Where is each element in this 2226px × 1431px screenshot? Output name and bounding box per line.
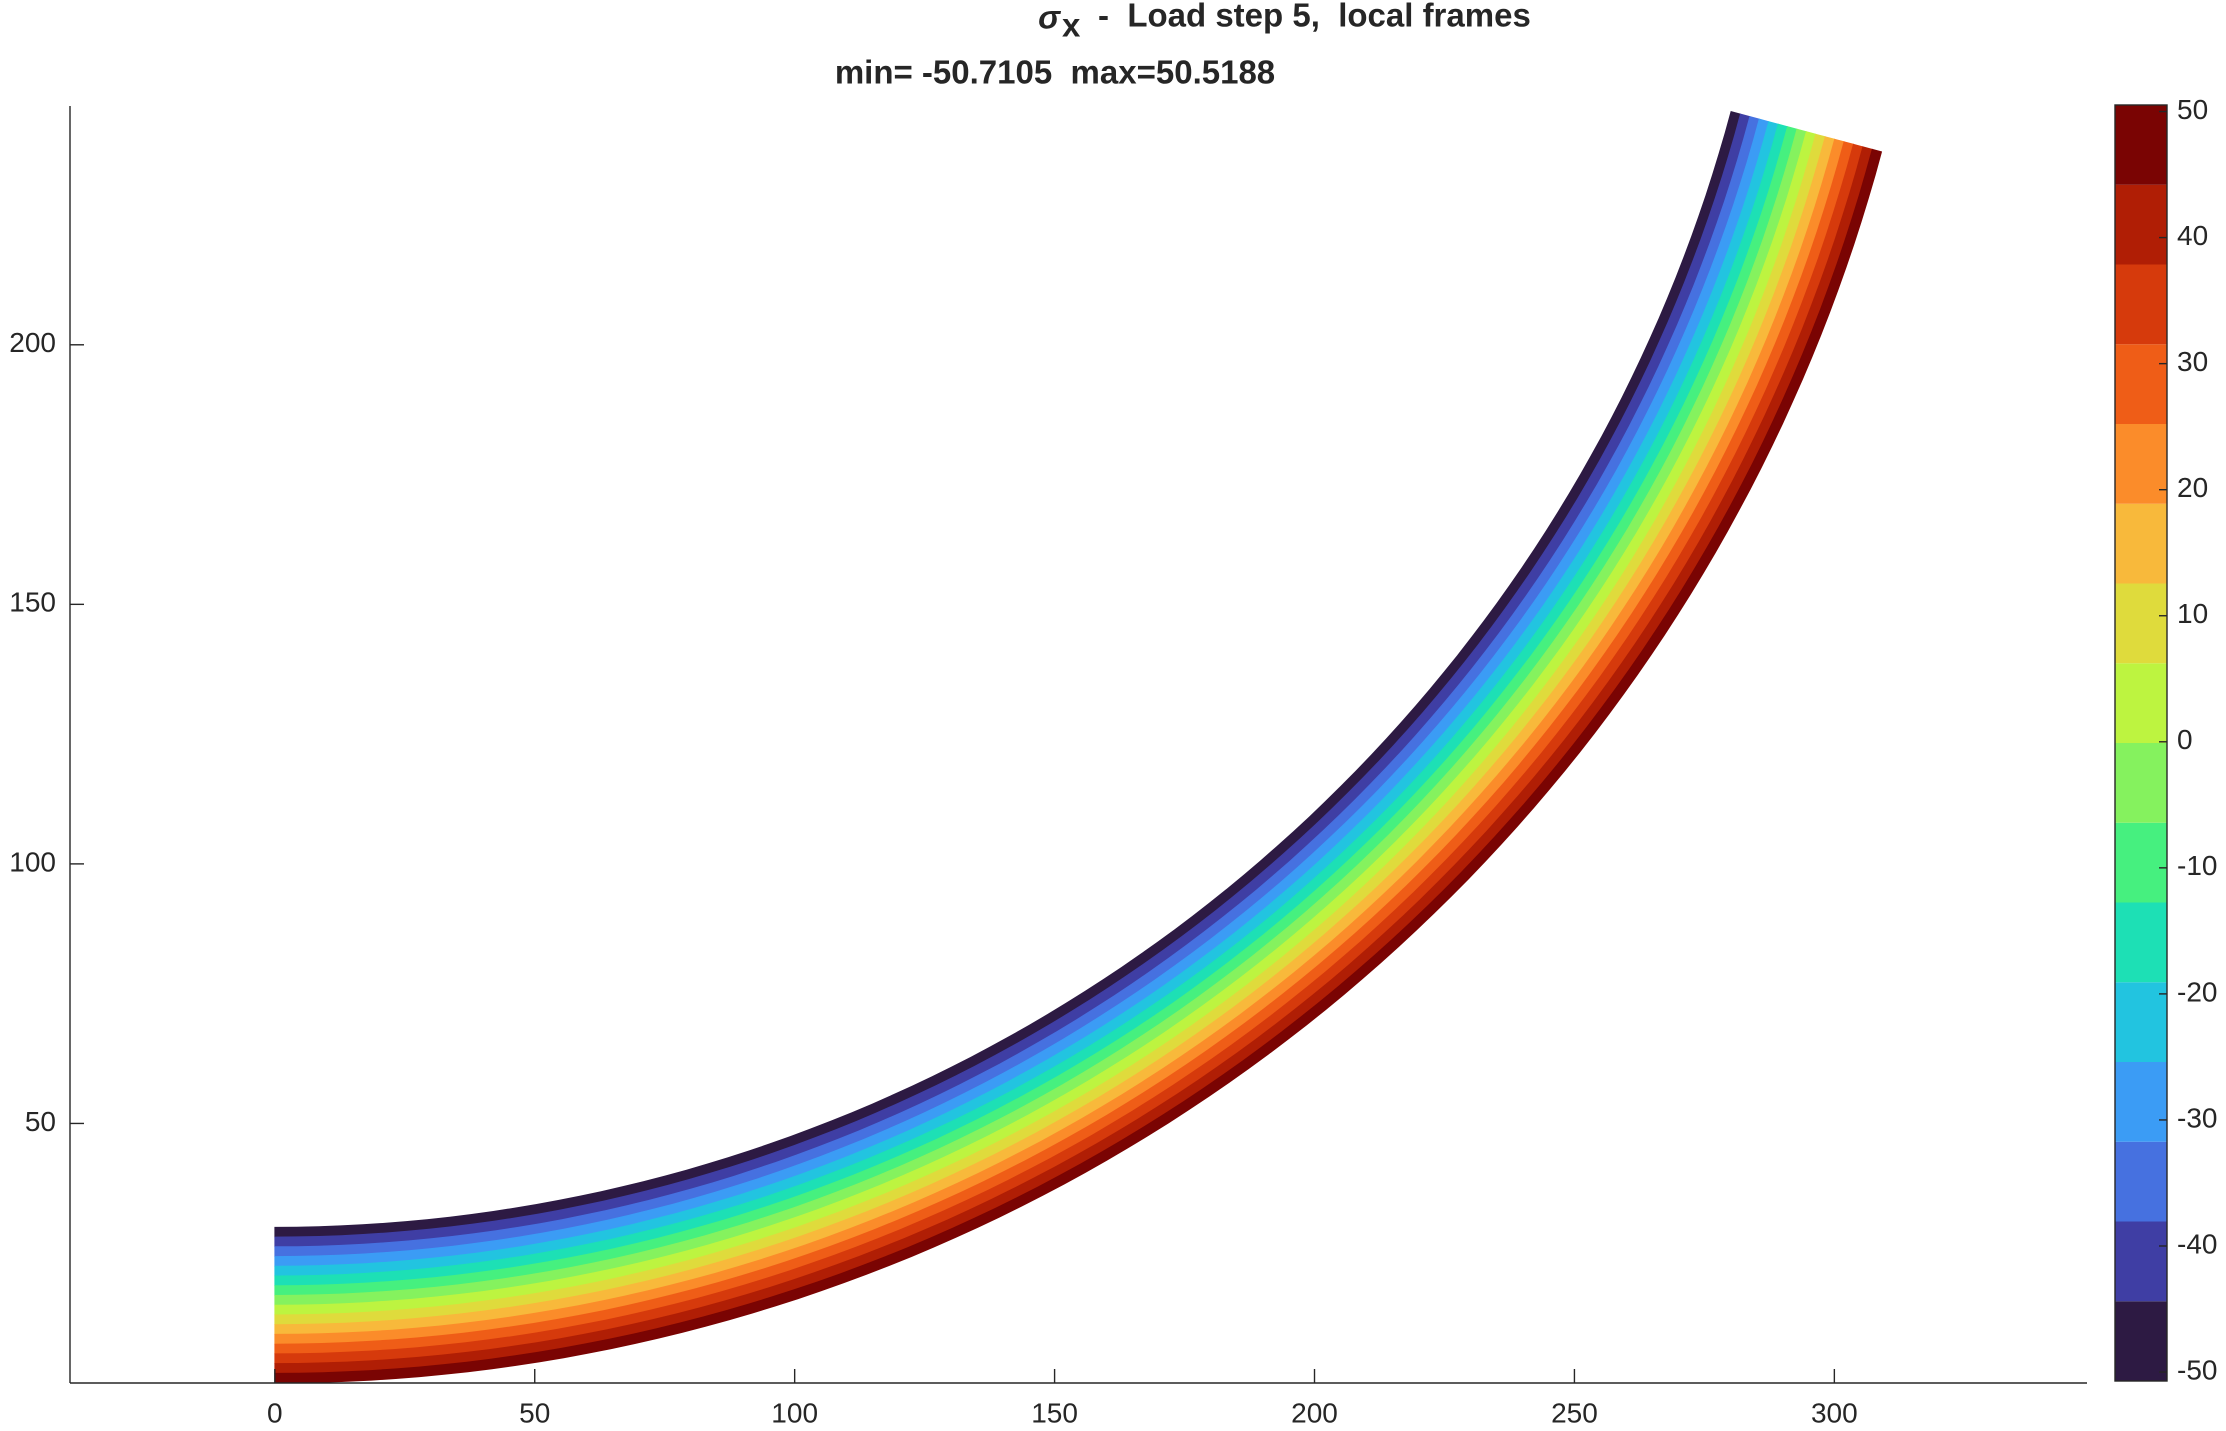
y-tick-label: 50 (25, 1106, 56, 1137)
colorbar-band (2115, 1141, 2167, 1222)
colorbar-tick-label: 20 (2177, 472, 2208, 503)
colorbar-band (2115, 1221, 2167, 1302)
colorbar-band (2115, 184, 2167, 265)
colorbar-tick-label: 40 (2177, 220, 2208, 251)
x-tick-label: 200 (1291, 1397, 1338, 1428)
colorbar-band (2115, 982, 2167, 1063)
stress-band (274, 146, 1873, 1374)
colorbar-frame (2114, 104, 2168, 1382)
x-tick-label: 50 (519, 1397, 550, 1428)
colorbar-band (2115, 264, 2167, 345)
colorbar-tick-label: -40 (2177, 1228, 2217, 1259)
title-subscript: x (1062, 7, 1081, 44)
colorbar-tick-label: -10 (2177, 850, 2217, 881)
colorbar-band (2115, 344, 2167, 424)
x-tick-label: 250 (1551, 1397, 1598, 1428)
y-tick-label: 100 (9, 846, 56, 877)
chart-subtitle: min= -50.7105 max=50.5188 (835, 54, 1275, 91)
stress-band (274, 148, 1883, 1384)
y-tick-label: 150 (9, 587, 56, 618)
colorbar-band (2115, 503, 2167, 584)
colorbar-band (2115, 583, 2167, 664)
colorbar-band (2115, 1062, 2167, 1142)
colorbar-tick-label: -20 (2177, 976, 2217, 1007)
colorbar-band (2115, 423, 2167, 504)
title-symbol: σ (1038, 0, 1061, 36)
colorbar-tick-label: 50 (2177, 94, 2208, 125)
colorbar-tick-label: -50 (2177, 1354, 2217, 1385)
x-tick-label: 0 (267, 1397, 283, 1428)
colorbar-band (2115, 1301, 2167, 1381)
chart-title: - Load step 5, local frames (1098, 0, 1531, 34)
colorbar-band (2115, 902, 2167, 983)
y-tick-label: 200 (9, 327, 56, 358)
colorbar-band (2115, 822, 2167, 903)
colorbar-tick-label: 0 (2177, 724, 2193, 755)
colorbar-tick-label: 10 (2177, 598, 2208, 629)
x-tick-label: 300 (1811, 1397, 1858, 1428)
colorbar-tick-label: -30 (2177, 1102, 2217, 1133)
colorbar-band (2115, 663, 2167, 743)
colorbar-band (2115, 105, 2167, 185)
x-tick-label: 100 (771, 1397, 818, 1428)
x-tick-label: 150 (1031, 1397, 1078, 1428)
colorbar-band (2115, 742, 2167, 823)
colorbar-tick-label: 30 (2177, 346, 2208, 377)
